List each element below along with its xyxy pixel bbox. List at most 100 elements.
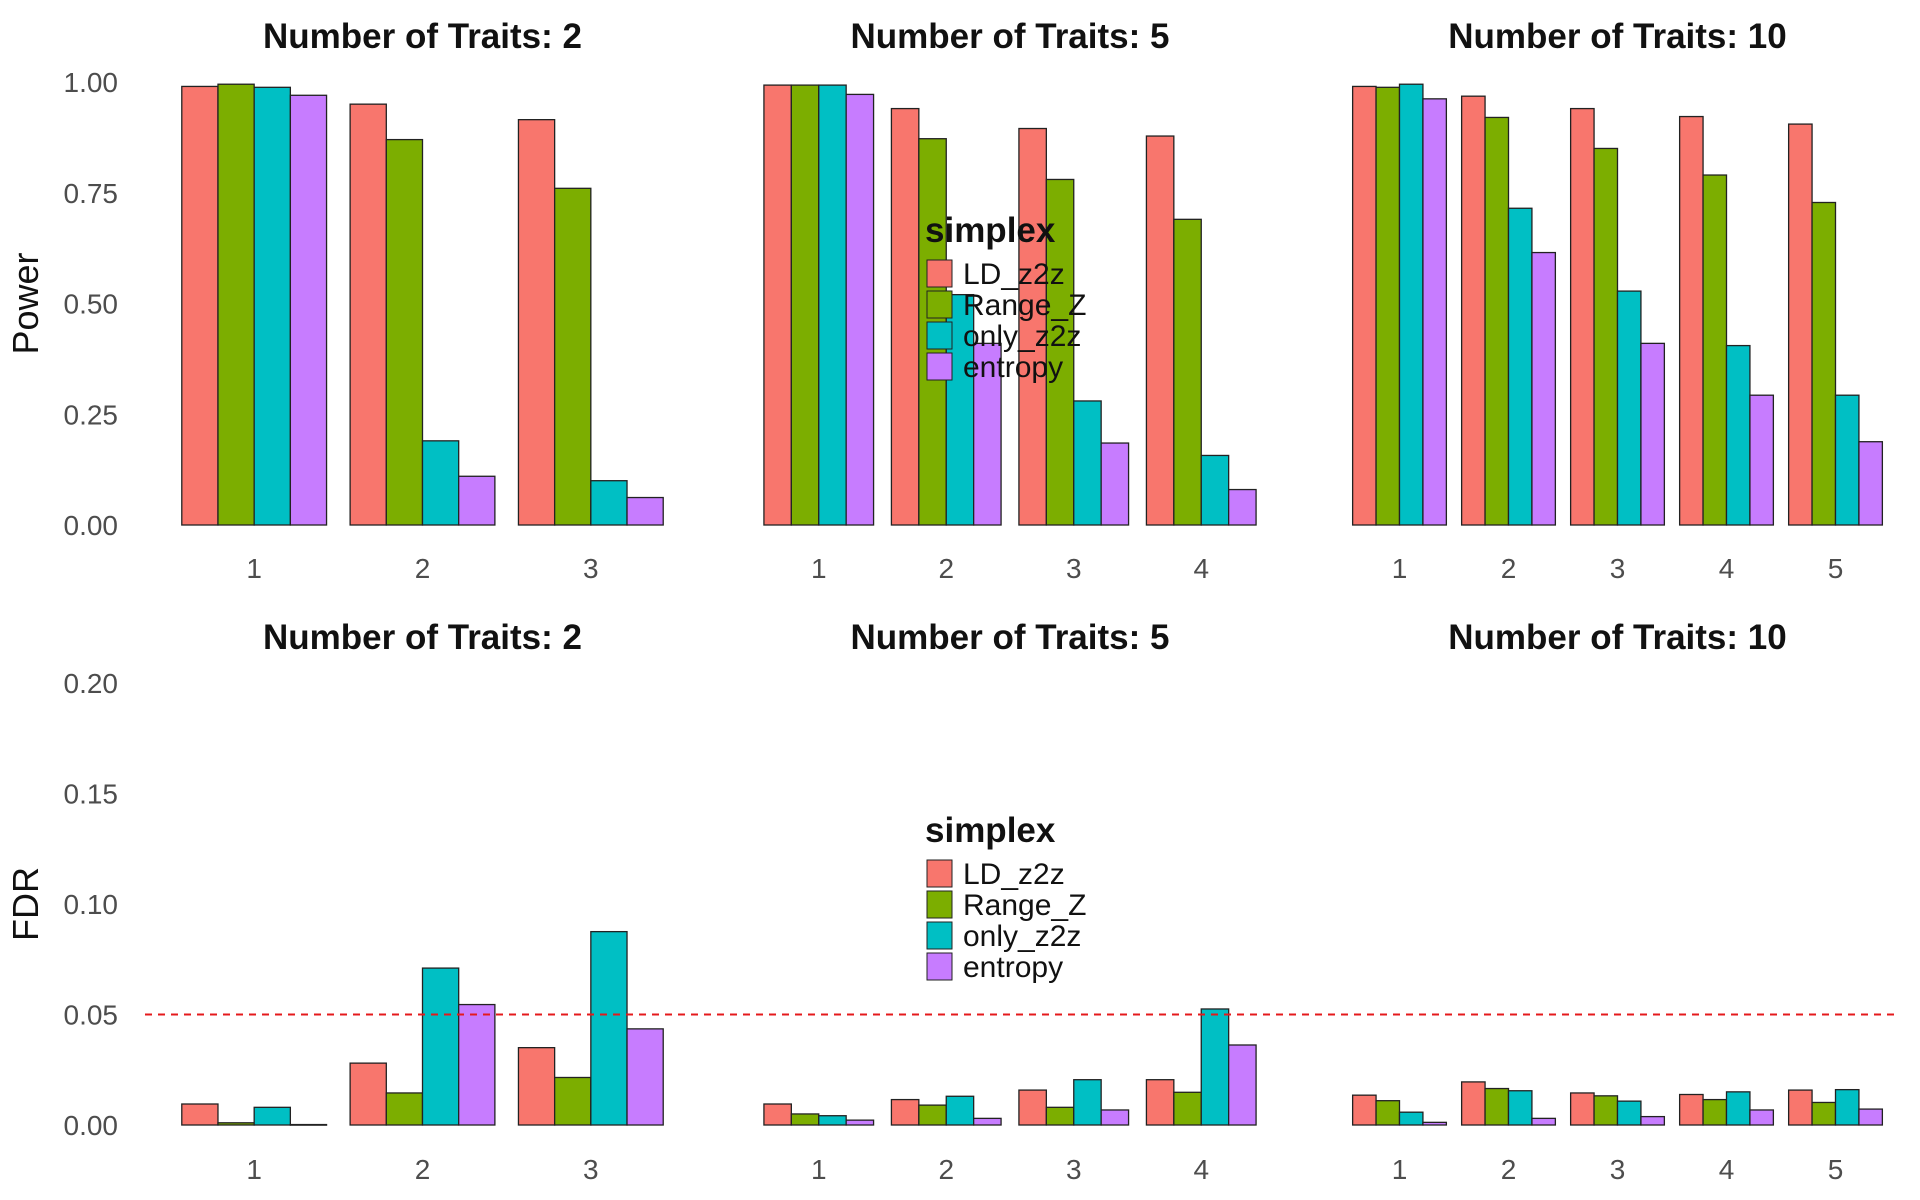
bar-Range_Z-1 bbox=[217, 83, 255, 526]
bar-Range_Z-4 bbox=[1173, 1091, 1202, 1126]
x-tick-label: 3 bbox=[1610, 553, 1626, 584]
bar-only_z2z-4 bbox=[1200, 454, 1230, 526]
x-tick-label: 4 bbox=[1719, 553, 1735, 584]
bar-Range_Z-1 bbox=[790, 1113, 820, 1126]
bar-LD_z2z-3 bbox=[1018, 1089, 1047, 1126]
bar-LD_z2z-5 bbox=[1787, 1089, 1813, 1126]
bar-Range_Z-1 bbox=[1375, 86, 1401, 526]
legend-key-entropy bbox=[926, 352, 953, 381]
bar-Range_Z-2 bbox=[918, 1104, 947, 1126]
bar-Range_Z-3 bbox=[553, 1076, 592, 1126]
bar-only_z2z-5 bbox=[1834, 1088, 1860, 1126]
bar-only_z2z-3 bbox=[1073, 1079, 1102, 1126]
x-tick-label: 4 bbox=[1193, 553, 1209, 584]
x-tick-label: 1 bbox=[811, 1154, 827, 1185]
panel-title: Number of Traits: 2 bbox=[263, 17, 582, 56]
bar-entropy-3 bbox=[1640, 342, 1666, 526]
bar-entropy-3 bbox=[1100, 442, 1130, 526]
x-tick-label: 1 bbox=[811, 553, 827, 584]
legend-key-Range_Z bbox=[926, 290, 953, 319]
bar-LD_z2z-3 bbox=[1018, 127, 1047, 526]
bar-LD_z2z-4 bbox=[1678, 1093, 1704, 1126]
panel-title: Number of Traits: 10 bbox=[1448, 618, 1786, 657]
bar-entropy-1 bbox=[845, 1119, 875, 1126]
bar-LD_z2z-3 bbox=[517, 119, 556, 526]
bar-LD_z2z-1 bbox=[181, 85, 219, 526]
bar-only_z2z-1 bbox=[253, 1106, 292, 1126]
bar-Range_Z-5 bbox=[1811, 1101, 1837, 1126]
bar-only_z2z-2 bbox=[1507, 1090, 1533, 1126]
panel-0-1: Number of Traits: 5 1 2 3 4 bbox=[763, 17, 1257, 584]
row-power: Power 0.00 0.25 0.50 0.75 1.00 Number of Trait… bbox=[5, 17, 1884, 584]
bar-Range_Z-5 bbox=[1811, 201, 1837, 526]
panel-title: Number of Traits: 5 bbox=[851, 17, 1170, 56]
bar-LD_z2z-1 bbox=[1351, 85, 1377, 526]
bar-entropy-2 bbox=[458, 1003, 496, 1126]
bar-only_z2z-1 bbox=[253, 86, 292, 526]
legend-title: simplex bbox=[925, 211, 1056, 250]
legend-key-only_z2z bbox=[926, 321, 953, 350]
bar-only_z2z-2 bbox=[421, 967, 460, 1126]
bar-only_z2z-3 bbox=[1616, 290, 1642, 526]
bar-only_z2z-3 bbox=[1616, 1100, 1642, 1126]
bar-LD_z2z-4 bbox=[1145, 1079, 1175, 1126]
legend-key-Range_Z bbox=[926, 890, 953, 919]
bar-only_z2z-2 bbox=[421, 440, 460, 526]
bar-only_z2z-1 bbox=[1398, 1111, 1424, 1126]
legend-label-Range_Z: Range_Z bbox=[963, 289, 1086, 322]
bar-Range_Z-4 bbox=[1702, 174, 1728, 526]
x-tick-label: 2 bbox=[415, 1154, 431, 1185]
bar-Range_Z-1 bbox=[217, 1122, 255, 1126]
legend-label-LD_z2z: LD_z2z bbox=[963, 258, 1065, 291]
bar-LD_z2z-2 bbox=[349, 103, 387, 526]
bar-entropy-4 bbox=[1749, 1109, 1775, 1126]
bar-Range_Z-2 bbox=[1484, 1087, 1510, 1126]
x-tick-label: 2 bbox=[1501, 1154, 1517, 1185]
bar-entropy-2 bbox=[973, 342, 1002, 526]
bar-Range_Z-4 bbox=[1173, 218, 1202, 526]
panel-0-2: Number of Traits: 10 1 2 3 4 5 bbox=[1351, 17, 1884, 584]
bar-LD_z2z-1 bbox=[181, 1103, 219, 1126]
panel-0-0: Number of Traits: 2 1 2 3 bbox=[181, 17, 664, 584]
bar-Range_Z-3 bbox=[1593, 147, 1619, 526]
bar-Range_Z-3 bbox=[1045, 178, 1075, 526]
legend-key-LD_z2z bbox=[926, 859, 953, 888]
y-tick-label: 0.00 bbox=[64, 510, 119, 541]
x-tick-label: 4 bbox=[1193, 1154, 1209, 1185]
x-tick-label: 2 bbox=[1501, 553, 1517, 584]
legend-key-entropy bbox=[926, 952, 953, 981]
bar-only_z2z-3 bbox=[590, 480, 628, 526]
panel-title: Number of Traits: 5 bbox=[851, 618, 1170, 657]
bar-only_z2z-4 bbox=[1725, 344, 1751, 526]
panel-title: Number of Traits: 10 bbox=[1448, 17, 1786, 56]
bar-entropy-2 bbox=[458, 475, 496, 526]
legend-label-LD_z2z: LD_z2z bbox=[963, 858, 1065, 891]
bar-entropy-5 bbox=[1858, 1108, 1884, 1126]
bar-LD_z2z-4 bbox=[1678, 115, 1704, 526]
x-tick-label: 5 bbox=[1828, 553, 1844, 584]
y-tick-label: 0.20 bbox=[64, 668, 119, 699]
bar-LD_z2z-1 bbox=[763, 84, 792, 526]
legend-label-only_z2z: only_z2z bbox=[963, 320, 1081, 353]
bar-LD_z2z-3 bbox=[1569, 1092, 1595, 1126]
bar-LD_z2z-4 bbox=[1145, 135, 1175, 526]
bar-Range_Z-2 bbox=[1484, 116, 1510, 526]
bar-entropy-2 bbox=[1531, 1117, 1557, 1126]
bar-entropy-3 bbox=[626, 1028, 664, 1126]
panel-1-2: Number of Traits: 10 1 2 3 4 5 bbox=[1351, 618, 1884, 1185]
legend-label-only_z2z: only_z2z bbox=[963, 920, 1081, 953]
bar-LD_z2z-3 bbox=[1569, 107, 1595, 526]
x-tick-label: 1 bbox=[1392, 1154, 1408, 1185]
bar-entropy-4 bbox=[1749, 394, 1775, 526]
bar-entropy-4 bbox=[1228, 488, 1257, 526]
y-tick-label: 0.00 bbox=[64, 1110, 119, 1141]
bar-Range_Z-3 bbox=[1045, 1106, 1075, 1126]
y-tick-label: 0.10 bbox=[64, 889, 119, 920]
bar-entropy-3 bbox=[1640, 1115, 1666, 1126]
panel-1-0: Number of Traits: 2 1 2 3 bbox=[181, 618, 664, 1185]
x-tick-label: 1 bbox=[1392, 553, 1408, 584]
bar-entropy-1 bbox=[289, 1123, 328, 1126]
bar-LD_z2z-2 bbox=[349, 1062, 387, 1126]
